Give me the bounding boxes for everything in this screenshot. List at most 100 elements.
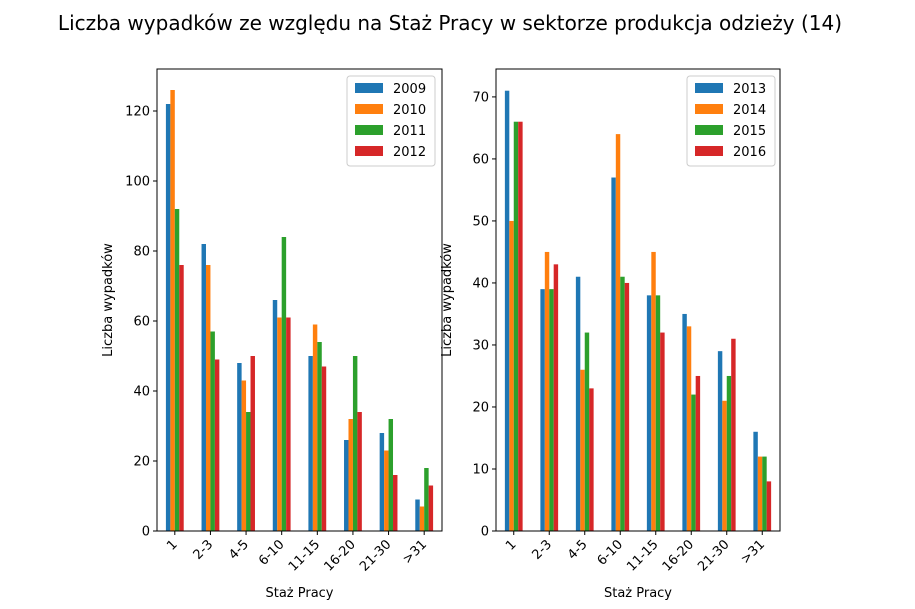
bar-2011->31 [424, 468, 429, 531]
bar-2015-1 [513, 121, 519, 531]
bar-2016-11-15 [660, 332, 665, 531]
bar-2013-4-5 [575, 276, 581, 531]
bar-2014->31 [757, 456, 763, 531]
legend-swatch [695, 83, 723, 93]
y-tick-label: 20 [133, 455, 150, 470]
bar-2009->31 [415, 499, 420, 531]
bar-2016-1 [518, 121, 523, 531]
bar-2010-11-15 [312, 324, 318, 531]
y-tick-label: 10 [472, 462, 489, 477]
bar-2009-6-10 [272, 300, 278, 531]
bar-2011-1 [174, 209, 180, 531]
bar-2016-16-20 [695, 375, 701, 531]
y-tick-label: 30 [472, 338, 489, 353]
x-tick-label: >31 [738, 537, 768, 567]
bar-2012-16-20 [357, 412, 362, 531]
bar-2016-6-10 [624, 282, 630, 531]
bar-2012->31 [428, 485, 434, 531]
bar-2014-21-30 [722, 400, 727, 531]
chart-title: Liczba wypadków ze względu na Staż Pracy… [58, 11, 842, 35]
legend-label: 2009 [393, 82, 426, 97]
bar-2010-21-30 [384, 450, 389, 531]
bar-2010-2-3 [205, 265, 211, 531]
y-tick-label: 120 [125, 105, 150, 120]
x-axis-label: Staż Pracy [265, 586, 333, 601]
bar-2013-11-15 [646, 295, 652, 531]
bar-2013-16-20 [682, 313, 687, 531]
bar-2013-21-30 [717, 351, 723, 531]
y-tick-label: 0 [481, 525, 489, 540]
bar-2009-1 [165, 104, 171, 531]
bar-2013-6-10 [611, 177, 616, 531]
bar-2014-1 [509, 220, 514, 531]
x-tick-label: 11-15 [624, 537, 661, 574]
bar-2011-4-5 [246, 412, 251, 531]
bar-2014-11-15 [651, 251, 656, 532]
legend-swatch [695, 104, 723, 114]
axes-frame [495, 68, 781, 532]
bar-2009-4-5 [237, 363, 242, 531]
legend-label: 2014 [733, 103, 766, 118]
legend-box [686, 75, 776, 167]
legend-label: 2012 [393, 145, 426, 160]
x-tick-label: 1 [503, 537, 519, 553]
x-tick-label: 1 [164, 537, 180, 553]
y-tick-label: 80 [133, 245, 150, 260]
legend-label: 2011 [393, 124, 426, 139]
bar-2015->31 [762, 456, 767, 531]
bar-2013->31 [753, 431, 758, 531]
legend-swatch [355, 125, 383, 135]
bar-2015-21-30 [726, 375, 732, 531]
x-tick-label: 16-20 [660, 537, 697, 574]
bar-2016-4-5 [589, 388, 594, 531]
y-tick-label: 60 [472, 152, 489, 167]
y-axis-label: Liczba wypadków [101, 243, 116, 357]
x-tick-label: 4-5 [226, 537, 252, 563]
legend-label: 2016 [733, 145, 766, 160]
x-tick-label: 4-5 [565, 537, 591, 563]
left-subplot: 0 20 40 60 80 100 120 1 2-3 4-5 6-1011-1516-2021-3… [101, 68, 443, 601]
x-tick-label: 21-30 [357, 537, 394, 574]
bar-2014-4-5 [580, 369, 585, 531]
bar-2010->31 [419, 506, 425, 531]
legend-swatch [355, 83, 383, 93]
bar-2009-21-30 [379, 433, 385, 531]
y-axis-label: Liczba wypadków [440, 243, 455, 357]
y-tick-label: 40 [133, 385, 150, 400]
x-tick-label: 21-30 [695, 537, 732, 574]
legend-label: 2013 [733, 82, 766, 97]
y-tick-label: 70 [472, 90, 489, 105]
legend-box [346, 75, 436, 167]
legend-swatch [355, 104, 383, 114]
legend-swatch [695, 146, 723, 156]
right-subplot: 0 10 20 30 40 50 60 70 1 2-3 4-5 6-1011-1516-2021-3… [440, 68, 781, 601]
bar-2009-2-3 [201, 244, 206, 531]
y-tick-label: 50 [472, 214, 489, 229]
bar-2010-4-5 [241, 380, 247, 531]
bar-2015-16-20 [691, 394, 696, 531]
legend-label: 2010 [393, 103, 426, 118]
bar-2012-6-10 [286, 317, 291, 531]
x-tick-label: 16-20 [321, 537, 358, 574]
x-tick-label: >31 [400, 537, 430, 567]
bar-2013-2-3 [540, 289, 545, 531]
bar-2014-6-10 [615, 134, 621, 532]
x-tick-label: 11-15 [286, 537, 323, 574]
bar-2010-6-10 [277, 317, 282, 531]
x-tick-label: 6-10 [256, 537, 287, 568]
bar-2011-16-20 [352, 356, 358, 531]
bar-2010-1 [170, 90, 175, 531]
bar-2014-16-20 [686, 326, 692, 531]
bar-2009-11-15 [308, 356, 313, 531]
bar-2012-4-5 [250, 356, 255, 531]
y-tick-label: 60 [133, 315, 150, 330]
x-tick-label: 2-3 [191, 537, 217, 563]
bar-2016->31 [766, 481, 772, 531]
bar-2012-21-30 [393, 475, 398, 531]
legend-swatch [355, 146, 383, 156]
y-tick-label: 100 [125, 175, 150, 190]
bar-2015-11-15 [655, 295, 661, 531]
bar-2011-11-15 [317, 342, 322, 531]
bar-2011-6-10 [281, 237, 287, 531]
